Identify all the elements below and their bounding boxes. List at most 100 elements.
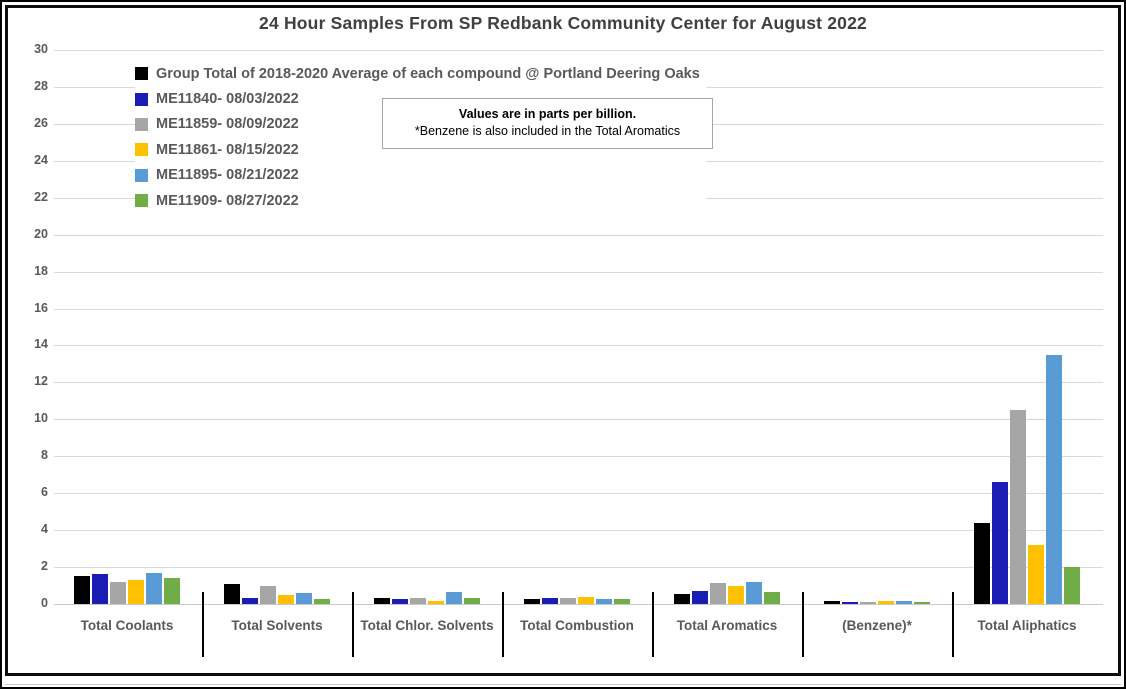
legend-label: Group Total of 2018-2020 Average of each…	[156, 65, 700, 82]
bar	[1010, 410, 1026, 604]
bar	[242, 598, 258, 604]
bar	[74, 576, 90, 604]
gridline-y14	[54, 345, 1103, 346]
bar	[746, 582, 762, 604]
bar	[524, 599, 540, 604]
legend-item: ME11909- 08/27/2022	[135, 187, 706, 214]
gridline-y30	[54, 50, 1103, 51]
bar	[224, 584, 240, 604]
bar	[560, 598, 576, 604]
bar	[464, 598, 480, 604]
gridline-y0	[54, 604, 1103, 605]
legend-item: ME11895- 08/21/2022	[135, 162, 706, 188]
bar	[314, 599, 330, 604]
legend-swatch-icon	[135, 194, 148, 208]
bar	[614, 599, 630, 604]
gridline-y2	[54, 567, 1103, 568]
legend-label: ME11909- 08/27/2022	[156, 192, 299, 209]
bar	[164, 578, 180, 604]
legend-swatch-icon	[135, 92, 148, 106]
y-axis-tick-label: 30	[34, 42, 48, 56]
bar	[692, 591, 708, 604]
gridline-y18	[54, 272, 1103, 273]
y-axis-tick-label: 28	[34, 79, 48, 93]
category-label: Total Chlor. Solvents	[360, 618, 494, 633]
legend-swatch-icon	[135, 143, 148, 157]
note-benzene-text: *Benzene is also included in the Total A…	[414, 124, 681, 138]
legend-item: Group Total of 2018-2020 Average of each…	[135, 61, 706, 87]
category-separator	[202, 592, 204, 657]
y-axis-tick-label: 14	[34, 337, 48, 351]
bar	[878, 601, 894, 604]
y-axis-tick-label: 26	[34, 116, 48, 130]
gridline-y8	[54, 456, 1103, 457]
category-separator	[952, 592, 954, 657]
note-box: Values are in parts per billion. *Benzen…	[382, 98, 713, 149]
bar	[824, 601, 840, 604]
bar	[92, 574, 108, 604]
bar	[896, 601, 912, 604]
bar	[860, 602, 876, 604]
y-axis-tick-label: 2	[41, 559, 48, 573]
bar	[914, 602, 930, 604]
bar	[674, 594, 690, 604]
bar	[596, 599, 612, 604]
bar	[992, 482, 1008, 604]
category-separator	[502, 592, 504, 657]
bar	[128, 580, 144, 604]
y-axis-tick-label: 18	[34, 264, 48, 278]
y-axis-tick-label: 16	[34, 301, 48, 315]
note-units-text: Values are in parts per billion.	[458, 107, 637, 121]
y-axis-tick-label: 10	[34, 411, 48, 425]
bar	[446, 592, 462, 604]
bar	[578, 597, 594, 604]
y-axis-tick-label: 12	[34, 374, 48, 388]
legend-label: ME11895- 08/21/2022	[156, 167, 299, 184]
bar	[428, 601, 444, 604]
category-label: Total Combustion	[520, 618, 634, 633]
chart-title: 24 Hour Samples From SP Redbank Communit…	[259, 13, 867, 33]
bar	[1028, 545, 1044, 604]
legend-label: ME11840- 08/03/2022	[156, 91, 299, 108]
gridline-y16	[54, 309, 1103, 310]
gridline-y12	[54, 382, 1103, 383]
bar	[146, 573, 162, 604]
category-separator	[802, 592, 804, 657]
bar	[728, 586, 744, 604]
gridline-y10	[54, 419, 1103, 420]
legend-item: ME11861- 08/15/2022	[135, 137, 706, 163]
bar	[1064, 567, 1080, 604]
y-axis-tick-label: 4	[41, 522, 48, 536]
bar	[110, 582, 126, 604]
category-label: Total Solvents	[231, 618, 323, 633]
category-label: Total Aromatics	[676, 618, 778, 633]
y-axis-tick-label: 20	[34, 227, 48, 241]
bar	[974, 523, 990, 604]
legend-label: ME11861- 08/15/2022	[156, 141, 299, 158]
bar	[542, 598, 558, 604]
sheet-gridline	[5, 684, 1121, 685]
category-separator	[652, 592, 654, 657]
category-label: Total Aliphatics	[977, 618, 1077, 633]
y-axis-tick-label: 6	[41, 485, 48, 499]
bar	[374, 598, 390, 604]
bar	[278, 595, 294, 604]
legend-swatch-icon	[135, 117, 148, 131]
bar	[764, 592, 780, 604]
legend-swatch-icon	[135, 168, 148, 182]
legend-label: ME11859- 08/09/2022	[156, 116, 299, 133]
gridline-y4	[54, 530, 1103, 531]
legend-swatch-icon	[135, 67, 148, 81]
y-axis-tick-label: 0	[41, 596, 48, 610]
category-label: (Benzene)*	[842, 618, 912, 633]
bar	[1046, 355, 1062, 604]
y-axis-tick-label: 22	[34, 190, 48, 204]
gridline-y20	[54, 235, 1103, 236]
y-axis-tick-label: 24	[34, 153, 48, 167]
category-separator	[352, 592, 354, 657]
bar	[710, 583, 726, 604]
bar	[410, 598, 426, 604]
bar	[260, 586, 276, 604]
gridline-y6	[54, 493, 1103, 494]
